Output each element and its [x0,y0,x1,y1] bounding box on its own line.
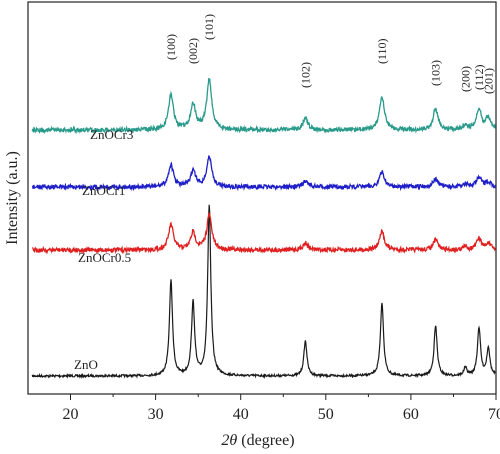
peak-label-101: (101) [202,14,216,40]
peak-label-201: (201) [481,68,495,94]
y-axis-label: Intensity (a.u.) [4,151,21,245]
peak-label-112: (112) [472,64,486,90]
peak-labels: (100) (002) (101) (102) (110) (103) (200… [164,14,495,94]
series-traces [31,77,496,380]
series-line-znocr05 [32,212,496,255]
series-line-znocr1 [31,155,496,192]
x-axis-label: 2θ (degree) [221,432,294,449]
peak-label-100: (100) [164,34,178,60]
series-label-znocr1: ZnOCr1 [82,183,125,198]
series-line-zno [31,204,496,380]
peak-label-110: (110) [375,38,389,64]
series-label-znocr05: ZnOCr0.5 [78,250,131,265]
series-line-znocr3 [31,77,496,135]
plot-frame [27,1,497,395]
x-tick-label-70: 70 [488,406,500,423]
x-tick-label-50: 50 [318,406,334,423]
peak-label-103: (103) [429,60,443,86]
x-tick-label-40: 40 [233,406,249,423]
x-axis-ticks [70,394,497,400]
x-axis-label-unit: (degree) [237,432,294,449]
x-axis-label-theta: 2θ [221,432,237,449]
x-tick-label-30: 30 [148,406,164,423]
peak-label-200: (200) [458,66,472,92]
peak-label-002: (002) [186,38,200,64]
x-tick-label-60: 60 [403,406,419,423]
series-label-znocr3: ZnOCr3 [90,127,133,142]
x-axis-tick-labels: 20 30 40 50 60 70 [63,406,500,423]
x-tick-label-20: 20 [63,406,79,423]
series-label-zno: ZnO [74,357,98,372]
peak-label-102: (102) [298,62,312,88]
